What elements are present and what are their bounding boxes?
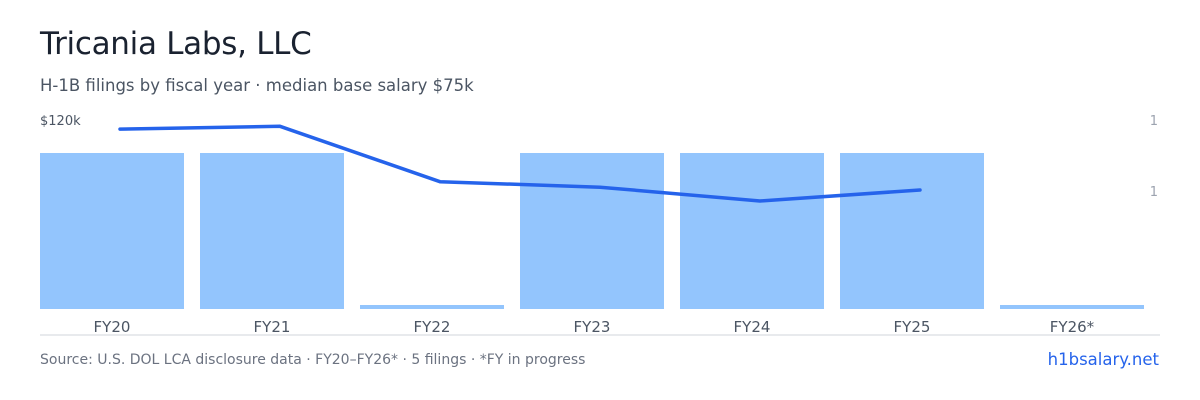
right-axis-tick-label-upper: 1 (1150, 114, 1158, 129)
bar-fy20 (40, 153, 184, 309)
bar-fy24 (680, 153, 824, 309)
x-tick-label: FY26* (1050, 318, 1095, 336)
x-tick-label: FY22 (414, 318, 451, 336)
bar-fy21 (200, 153, 344, 309)
x-tick-label: FY20 (94, 318, 131, 336)
footer-brand-link[interactable]: h1bsalary.net (1047, 350, 1159, 369)
bar-fy23 (520, 153, 664, 309)
bar-fy26 (1000, 305, 1144, 309)
footer-source-note: Source: U.S. DOL LCA disclosure data · F… (40, 352, 586, 368)
x-tick-label: FY24 (734, 318, 771, 336)
bar-fy22 (360, 305, 504, 309)
x-tick-label: FY21 (254, 318, 291, 336)
x-tick-label: FY25 (894, 318, 931, 336)
chart-title: Tricania Labs, LLC (40, 26, 312, 62)
median-salary-line (118, 124, 922, 203)
right-axis-tick-label-lower: 1 (1150, 185, 1158, 200)
chart-subtitle: H-1B filings by fiscal year · median bas… (40, 76, 474, 95)
left-axis-tick-label: $120k (40, 114, 81, 129)
bar-fy25 (840, 153, 984, 309)
x-tick-label: FY23 (574, 318, 611, 336)
